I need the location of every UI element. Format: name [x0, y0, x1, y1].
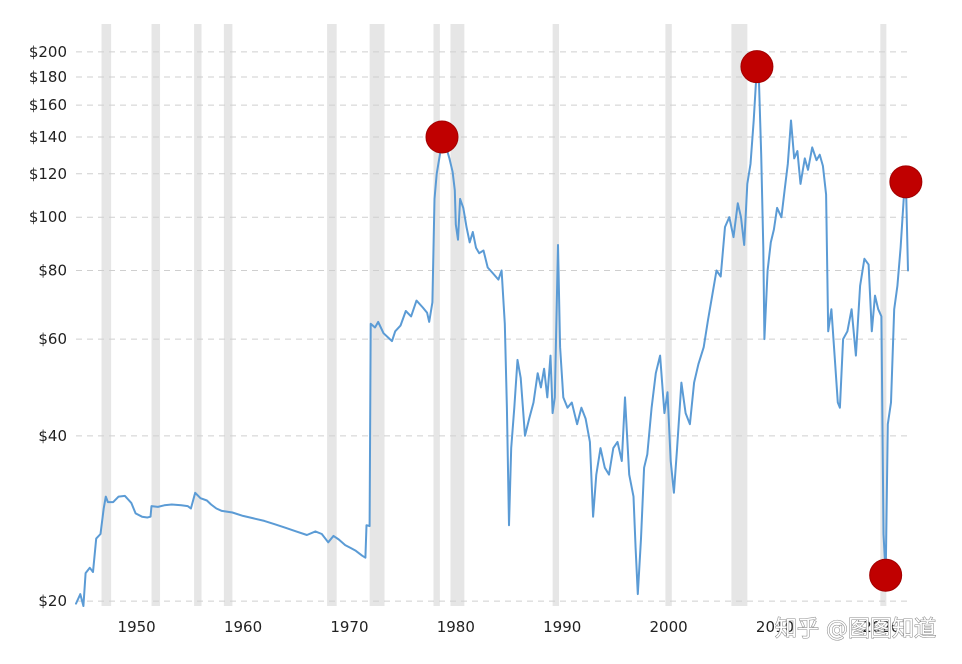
- recession-band-2: [194, 24, 202, 606]
- watermark-text: 知乎 @图图知道: [775, 617, 936, 642]
- y-tick-label: $40: [38, 427, 67, 445]
- series-line-0: [75, 65, 909, 607]
- x-tick-label: 1970: [330, 618, 368, 636]
- highlight-marker-0: [425, 120, 459, 154]
- x-tick-label: 1960: [224, 618, 262, 636]
- recession-band-9: [665, 24, 672, 606]
- x-tick-label: 1990: [543, 618, 581, 636]
- highlight-marker-2: [869, 558, 903, 592]
- y-axis-tick-labels: $20 $40 $60 $80 $100 $120 $140 $160 $180 $200: [29, 43, 67, 610]
- x-tick-label: 1950: [118, 618, 156, 636]
- recession-band-6: [433, 24, 440, 606]
- y-tick-label: $60: [38, 330, 67, 348]
- recession-band-11: [880, 24, 887, 606]
- x-axis-tick-labels: 1950 1960 1970 1980 1990 2000 2010 2020: [118, 618, 901, 636]
- highlight-marker-1: [740, 50, 774, 84]
- highlight-marker-3: [889, 165, 923, 199]
- x-tick-label: 1980: [437, 618, 475, 636]
- recession-band-5: [369, 24, 385, 606]
- y-tick-label: $20: [38, 592, 67, 610]
- y-tick-label: $200: [29, 43, 67, 61]
- y-tick-label: $160: [29, 96, 67, 114]
- recession-band-4: [327, 24, 337, 606]
- recession-band-10: [731, 24, 748, 606]
- recession-band-3: [223, 24, 233, 606]
- recession-band-1: [151, 24, 161, 606]
- highlight-markers: [425, 50, 923, 592]
- recession-band-7: [450, 24, 465, 606]
- y-tick-label: $180: [29, 68, 67, 86]
- x-tick-label: 2000: [650, 618, 688, 636]
- y-tick-label: $100: [29, 208, 67, 226]
- x-tick-label: 2020: [862, 618, 900, 636]
- price-series: [75, 65, 909, 607]
- y-tick-label: $140: [29, 128, 67, 146]
- x-tick-label: 2010: [756, 618, 794, 636]
- recession-band-0: [101, 24, 112, 606]
- y-tick-label: $80: [38, 261, 67, 279]
- recession-bands: [101, 24, 887, 606]
- y-tick-label: $120: [29, 165, 67, 183]
